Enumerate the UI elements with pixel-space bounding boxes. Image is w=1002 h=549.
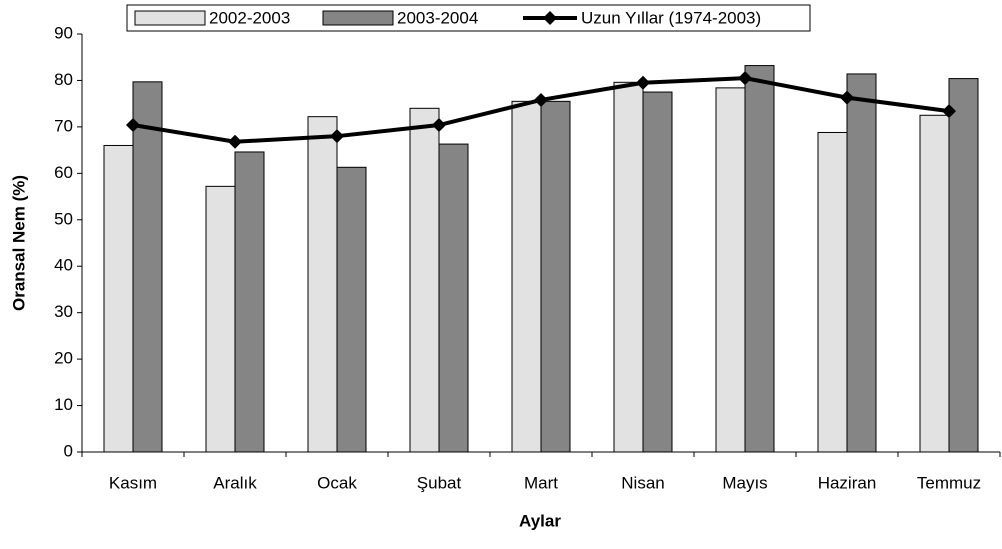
y-tick-label: 0 <box>64 441 73 460</box>
bar <box>642 91 673 453</box>
bar <box>919 114 950 453</box>
x-tick-label: Aralık <box>213 473 257 492</box>
x-tick-label: Temmuz <box>917 473 981 492</box>
y-tick-label: 10 <box>54 395 73 414</box>
x-tick-label: Haziran <box>818 473 877 492</box>
y-tick-label: 70 <box>54 116 73 135</box>
y-tick-label: 90 <box>54 23 73 42</box>
bar <box>103 144 134 453</box>
bar <box>540 100 571 453</box>
line-marker <box>636 75 650 90</box>
legend-label: Uzun Yıllar (1974-2003) <box>581 8 761 27</box>
bar <box>511 100 542 453</box>
x-tick-label: Mart <box>524 473 558 492</box>
bar <box>948 78 979 453</box>
bar <box>715 87 746 453</box>
y-tick-label: 80 <box>54 70 73 89</box>
bar <box>132 81 163 453</box>
bar <box>817 131 848 453</box>
x-tick-label: Mayıs <box>722 473 767 492</box>
y-axis-title: Oransal Nem (%) <box>9 175 28 311</box>
line-marker <box>228 134 242 149</box>
legend-swatch <box>134 10 206 26</box>
legend-box <box>126 4 811 32</box>
y-tick-label: 40 <box>54 256 73 275</box>
legend-marker <box>543 11 557 25</box>
legend-swatch <box>322 10 394 26</box>
legend: 2002-2003 2003-2004 Uzun Yıllar (1974-2003… <box>126 4 811 32</box>
x-tick-label: Şubat <box>417 473 462 492</box>
line-marker <box>738 71 752 86</box>
bar <box>744 65 775 453</box>
y-tick-label: 30 <box>54 302 73 321</box>
line-marker <box>432 118 446 133</box>
y-tick-label: 50 <box>54 209 73 228</box>
line-marker <box>840 90 854 105</box>
bar <box>205 185 236 453</box>
legend-label: 2003-2004 <box>397 8 478 27</box>
x-tick-label: Kasım <box>109 473 157 492</box>
bar <box>409 107 440 453</box>
x-tick-label: Nisan <box>621 473 664 492</box>
bar <box>234 151 265 453</box>
x-axis-title: Aylar <box>519 511 561 530</box>
bar <box>846 73 877 453</box>
y-tick-label: 60 <box>54 163 73 182</box>
bar <box>438 143 469 453</box>
line-marker <box>942 104 956 119</box>
bar <box>307 116 338 453</box>
legend-label: 2002-2003 <box>209 8 290 27</box>
y-tick-label: 20 <box>54 349 73 368</box>
x-tick-label: Ocak <box>317 473 357 492</box>
bar <box>336 166 367 453</box>
line-marker <box>126 118 140 133</box>
line-marker <box>534 92 548 107</box>
bar <box>613 81 644 453</box>
line-marker <box>330 129 344 144</box>
